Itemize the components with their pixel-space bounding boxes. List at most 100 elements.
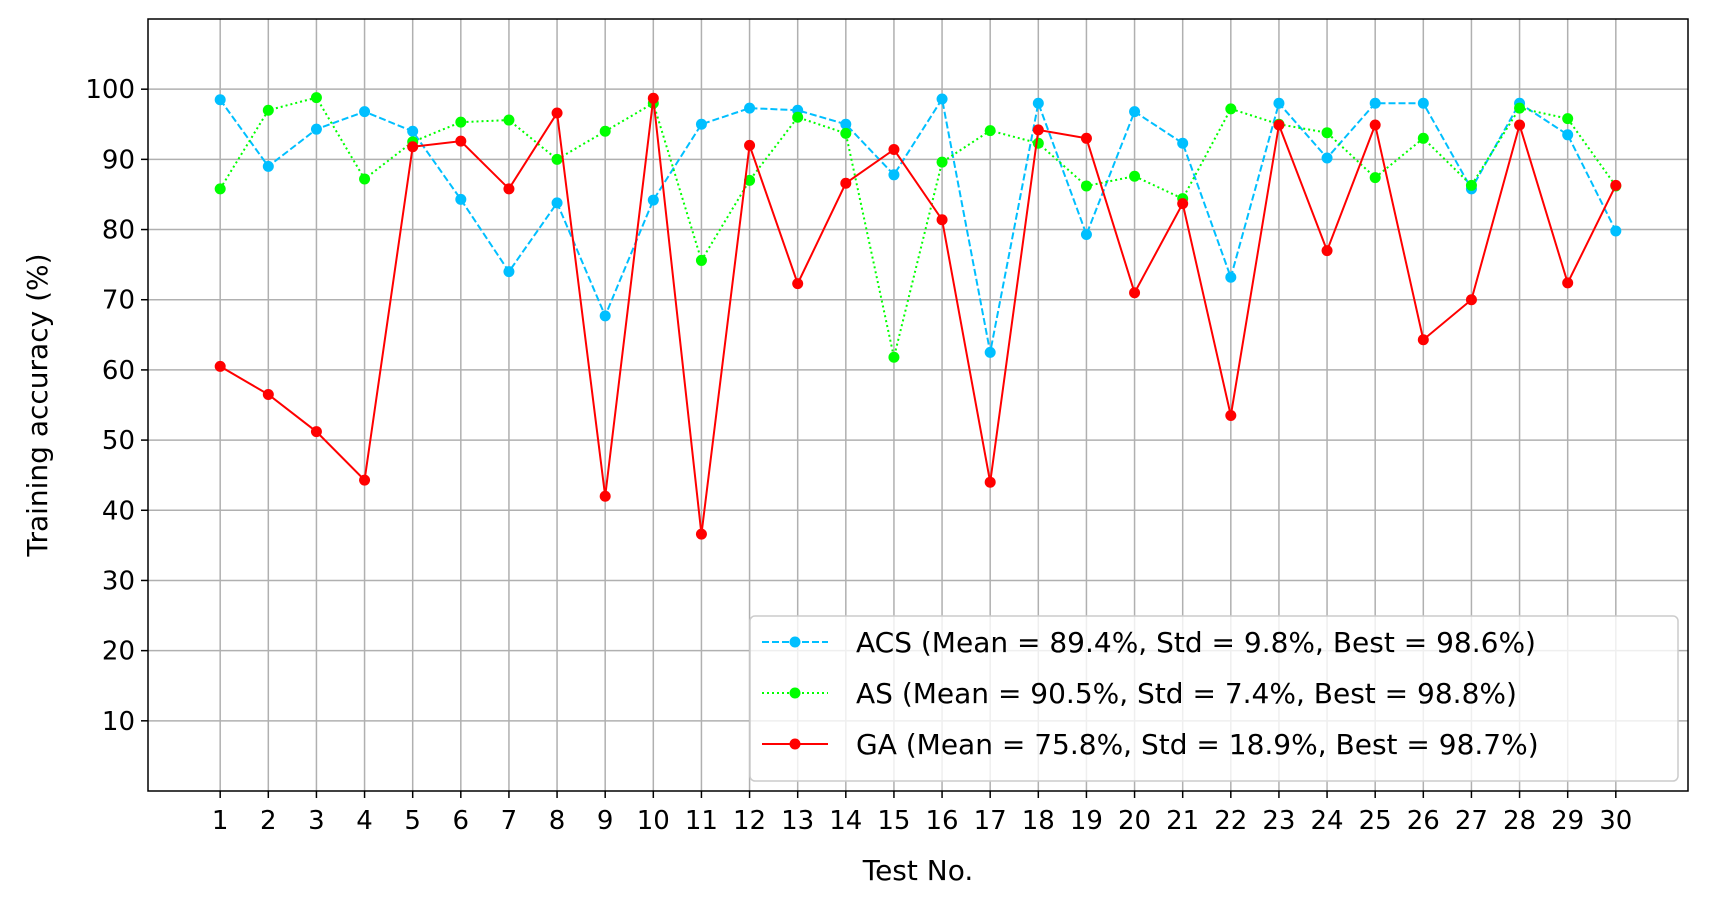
x-tick-label: 6	[453, 806, 470, 836]
data-point	[310, 426, 322, 438]
data-point	[359, 474, 371, 486]
data-point	[695, 254, 707, 266]
data-point	[647, 194, 659, 206]
data-point	[1129, 287, 1141, 299]
x-tick-label: 2	[260, 806, 277, 836]
data-point	[840, 127, 852, 139]
data-point	[1369, 97, 1381, 109]
data-point	[1610, 179, 1622, 191]
x-tick-label: 19	[1070, 806, 1103, 836]
y-tick-label: 30	[102, 566, 135, 596]
data-point	[1225, 271, 1237, 283]
data-point	[1514, 119, 1526, 131]
data-point	[1369, 172, 1381, 184]
x-tick-label: 28	[1503, 806, 1536, 836]
data-point	[551, 197, 563, 209]
data-point	[551, 107, 563, 119]
data-point	[1610, 225, 1622, 237]
data-point	[744, 102, 756, 114]
data-point	[1369, 119, 1381, 131]
data-point	[744, 139, 756, 151]
x-tick-label: 11	[685, 806, 718, 836]
data-point	[840, 177, 852, 189]
data-point	[792, 278, 804, 290]
data-point	[599, 490, 611, 502]
x-tick-label: 20	[1118, 806, 1151, 836]
y-tick-label: 100	[85, 75, 135, 105]
legend-label: AS (Mean = 90.5%, Std = 7.4%, Best = 98.…	[856, 677, 1517, 710]
data-point	[359, 173, 371, 185]
data-point	[1514, 102, 1526, 114]
data-point	[599, 125, 611, 137]
series-line	[219, 96, 1617, 358]
data-point	[455, 193, 467, 205]
data-point	[1321, 127, 1333, 139]
y-tick-label: 50	[102, 426, 135, 456]
series-2	[214, 92, 1622, 540]
data-point	[1465, 294, 1477, 306]
axis-ticks: 1 2 3 4 5 6 7 8 9 10 11 12 13 14 15 16 17 18 19 20 21 22 23 24 2…	[85, 75, 1632, 836]
data-point	[407, 125, 419, 137]
y-axis-label: Training accuracy (%)	[21, 253, 54, 557]
data-point	[695, 118, 707, 130]
legend-item-0: ACS (Mean = 89.4%, Std = 9.8%, Best = 98…	[762, 626, 1536, 659]
y-tick-label: 60	[102, 356, 135, 386]
data-point	[310, 92, 322, 104]
data-point	[647, 92, 659, 104]
data-point	[455, 135, 467, 147]
legend-item-1: AS (Mean = 90.5%, Std = 7.4%, Best = 98.…	[762, 677, 1517, 710]
data-point	[407, 141, 419, 153]
data-point	[888, 169, 900, 181]
data-point	[984, 125, 996, 137]
x-tick-label: 9	[597, 806, 614, 836]
y-tick-label: 20	[102, 637, 135, 667]
x-tick-label: 24	[1311, 806, 1344, 836]
x-tick-label: 10	[637, 806, 670, 836]
y-tick-label: 90	[102, 145, 135, 175]
x-tick-label: 30	[1599, 806, 1632, 836]
data-point	[936, 93, 948, 105]
data-point	[551, 153, 563, 165]
series-0	[214, 93, 1622, 358]
x-tick-label: 29	[1551, 806, 1584, 836]
data-point	[599, 310, 611, 322]
data-point	[503, 114, 515, 126]
data-point	[503, 183, 515, 195]
data-point	[262, 160, 274, 172]
data-point	[1465, 179, 1477, 191]
data-point	[262, 388, 274, 400]
data-point	[1129, 170, 1141, 182]
x-tick-label: 23	[1262, 806, 1295, 836]
legend-marker	[789, 687, 801, 699]
data-point	[310, 123, 322, 135]
data-point	[1417, 132, 1429, 144]
data-point	[262, 104, 274, 116]
data-point	[1225, 103, 1237, 115]
data-point	[1562, 129, 1574, 141]
data-point	[214, 94, 226, 106]
data-point	[888, 351, 900, 363]
x-tick-label: 15	[877, 806, 910, 836]
y-tick-label: 10	[102, 707, 135, 737]
data-point	[1562, 113, 1574, 125]
legend-marker	[789, 738, 801, 750]
y-tick-label: 80	[102, 216, 135, 246]
data-point	[1273, 119, 1285, 131]
x-tick-label: 3	[308, 806, 325, 836]
data-point	[1032, 97, 1044, 109]
data-point	[792, 111, 804, 123]
data-point	[1273, 97, 1285, 109]
series-layer	[214, 92, 1622, 540]
data-point	[984, 346, 996, 358]
data-point	[214, 183, 226, 195]
data-point	[695, 528, 707, 540]
data-point	[1417, 97, 1429, 109]
data-point	[1562, 277, 1574, 289]
data-point	[936, 156, 948, 168]
legend-label: GA (Mean = 75.8%, Std = 18.9%, Best = 98…	[856, 728, 1539, 761]
data-point	[1417, 334, 1429, 346]
x-tick-label: 4	[356, 806, 373, 836]
data-point	[1177, 137, 1189, 149]
